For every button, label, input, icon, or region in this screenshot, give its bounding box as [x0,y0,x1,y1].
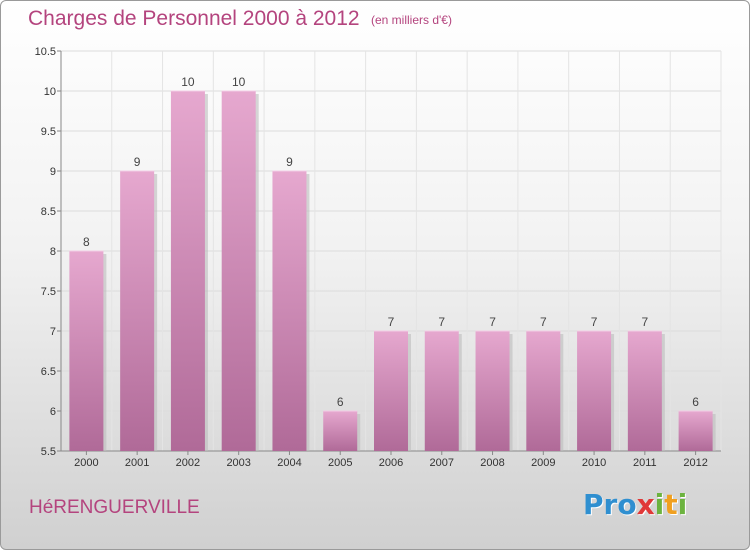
x-tick-label: 2009 [531,457,555,469]
y-tick-label: 10.5 [35,46,56,58]
data-label: 8 [83,235,90,249]
y-tick-label: 9 [50,166,56,178]
data-label: 7 [388,315,395,329]
x-tick-label: 2007 [430,457,454,469]
y-tick-label: 5.5 [41,446,56,458]
bar[interactable] [627,331,662,451]
x-tick-label: 2002 [176,457,200,469]
proxiti-logo[interactable]: Proxiti [583,488,687,521]
x-tick-label: 2006 [379,457,403,469]
y-tick-label: 10 [44,86,56,98]
bar[interactable] [475,331,510,451]
y-tick-label: 8.5 [41,206,56,218]
bar[interactable] [272,171,307,451]
data-label: 10 [232,75,246,89]
data-label: 7 [591,315,598,329]
x-tick-label: 2001 [125,457,149,469]
bar[interactable] [526,331,561,451]
data-label: 7 [642,315,649,329]
data-label: 7 [540,315,547,329]
chart-title: Charges de Personnel 2000 à 2012 [28,7,360,30]
commune-name: HéRENGUERVILLE [29,497,200,518]
bar-layer [69,90,716,451]
x-tick-label: 2004 [277,457,301,469]
data-label: 7 [438,315,445,329]
x-tick-label: 2011 [633,457,657,469]
y-tick-label: 8 [50,246,56,258]
x-tick-label: 2012 [683,457,707,469]
bar[interactable] [221,91,256,451]
y-tick-label: 7 [50,326,56,338]
y-tick-label: 6.5 [41,366,56,378]
x-tick-label: 2000 [74,457,98,469]
logo-letter: i [677,488,688,521]
data-label: 9 [286,155,293,169]
logo-letter: r [603,488,618,521]
logo-letter: P [583,488,604,521]
x-tick-label: 2010 [582,457,606,469]
y-tick-label: 6 [50,406,56,418]
data-label: 6 [337,395,344,409]
bar[interactable] [323,411,358,451]
bar[interactable] [170,91,205,451]
x-tick-label: 2008 [480,457,504,469]
data-label: 6 [692,395,699,409]
bar[interactable] [374,331,408,451]
bar[interactable] [69,251,104,451]
bar[interactable] [577,331,612,451]
x-tick-label: 2003 [226,457,250,469]
axis-layer: 5.5 6 6.5 7 7.5 8 8.5 9 9.5 10 10.5 2000 2001 2002 200… [35,46,721,469]
y-tick-label: 9.5 [41,126,56,138]
logo-letter: x [636,488,655,521]
logo-letter: t [664,488,678,521]
chart-subtitle: (en milliers d'€) [371,13,452,27]
bar[interactable] [424,331,459,451]
bar[interactable] [678,411,713,451]
y-tick-label: 7.5 [41,286,56,298]
data-label: 10 [181,75,195,89]
data-label: 9 [134,155,141,169]
logo-letter: i [654,488,665,521]
data-label: 7 [489,315,496,329]
logo-letter: o [617,488,637,521]
x-tick-label: 2005 [328,457,352,469]
bar[interactable] [120,171,155,451]
label-layer: 8 9 10 10 9 6 7 7 7 7 7 7 6 [83,75,699,409]
